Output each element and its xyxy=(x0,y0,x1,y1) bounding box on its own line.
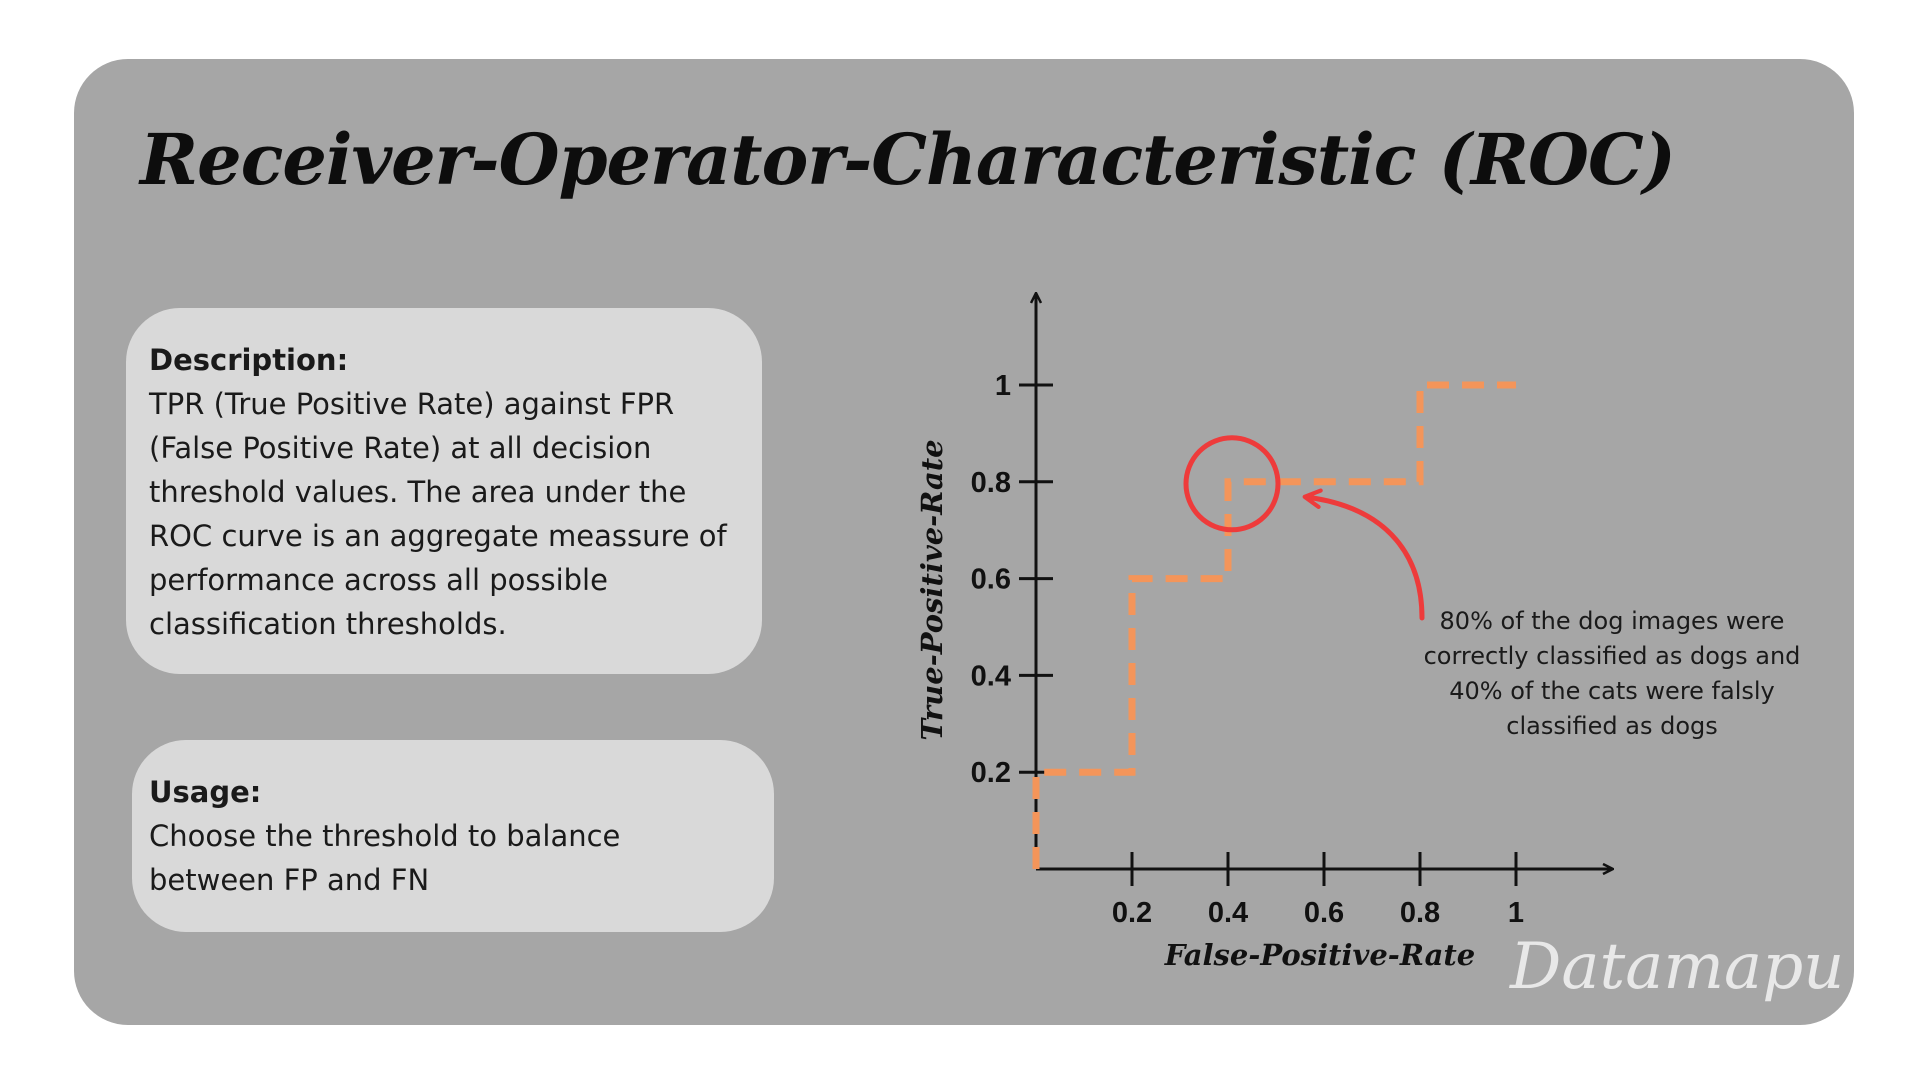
y-ticks: 0.2 0.4 0.6 0.8 1 xyxy=(971,370,1053,789)
x-tick-label: 1 xyxy=(1508,897,1524,929)
y-axis-label: True-Positive-Rate xyxy=(915,439,949,740)
x-axis-label: False-Positive-Rate xyxy=(1164,938,1476,972)
annotation-arrow xyxy=(1302,488,1425,621)
y-tick-label: 1 xyxy=(995,370,1011,402)
page-title: Receiver-Operator-Characteristic (ROC) xyxy=(140,118,1676,201)
usage-text: Choose the threshold to balance between … xyxy=(149,819,621,897)
x-tick-label: 0.4 xyxy=(1208,897,1248,929)
description-card: Description: TPR (True Positive Rate) ag… xyxy=(126,308,762,674)
y-tick-label: 0.6 xyxy=(971,564,1011,596)
brand-watermark: Datamapu xyxy=(1510,930,1845,1004)
highlight-circle xyxy=(1183,435,1281,533)
x-tick-label: 0.8 xyxy=(1400,897,1440,929)
usage-card: Usage: Choose the threshold to balance b… xyxy=(132,740,774,932)
y-tick-label: 0.2 xyxy=(971,757,1011,789)
chart-annotation: 80% of the dog images were correctly cla… xyxy=(1423,607,1801,740)
x-ticks: 0.2 0.4 0.6 0.8 1 xyxy=(1112,852,1524,929)
x-tick-label: 0.2 xyxy=(1112,897,1152,929)
x-tick-label: 0.6 xyxy=(1304,897,1344,929)
y-tick-label: 0.4 xyxy=(971,660,1011,692)
description-text: TPR (True Positive Rate) against FPR (Fa… xyxy=(149,387,727,641)
usage-heading: Usage: xyxy=(149,775,262,809)
y-tick-label: 0.8 xyxy=(971,467,1011,499)
description-heading: Description: xyxy=(149,343,349,377)
